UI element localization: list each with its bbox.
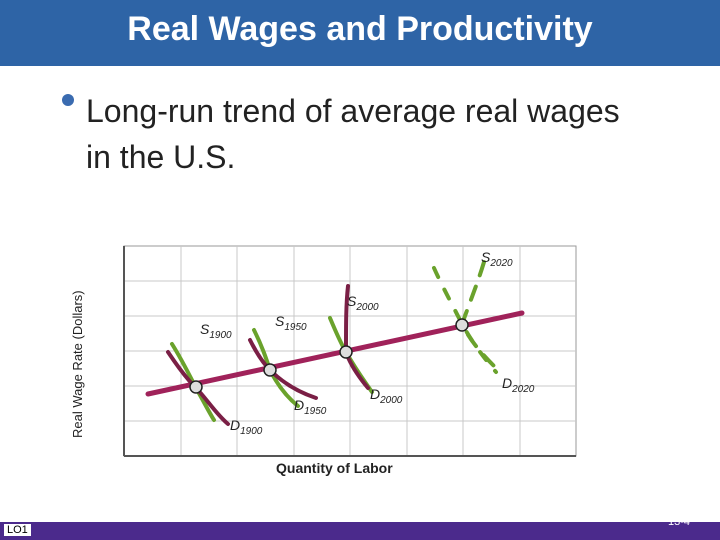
learning-objective-label: LO1 [4,524,31,536]
equilibrium-point-2020 [455,318,469,332]
gridlines [124,246,576,456]
equilibrium-point-1950 [263,363,277,377]
label-d2000: D2000 [370,386,403,406]
equilibrium-point-1900 [189,380,203,394]
label-d1900: D1900 [230,417,263,437]
label-d2020: D2020 [502,375,535,395]
title-bar: Real Wages and Productivity [0,0,720,66]
label-s1950: S1950 [275,313,307,333]
equilibrium-point-2000 [339,345,353,359]
bullet-text: Long-run trend of average real wages in … [86,93,620,175]
footer-bar [0,522,720,540]
label-d1950: D1950 [294,397,327,417]
label-s2000: S2000 [347,293,379,313]
slide-title: Real Wages and Productivity [127,10,593,48]
x-axis-label: Quantity of Labor [276,460,393,476]
label-s1900: S1900 [200,321,232,341]
page-number: 13-4 [668,516,691,528]
label-s2020: S2020 [481,249,513,269]
bullet-dot-icon [62,94,74,106]
